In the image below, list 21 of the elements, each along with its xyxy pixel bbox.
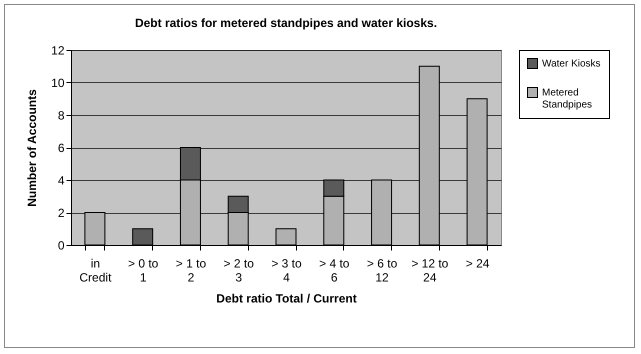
y-tick-label: 0 bbox=[58, 238, 65, 252]
x-tick-label: > 2 to 3 bbox=[224, 256, 254, 284]
x-tick-label: > 3 to 4 bbox=[271, 256, 302, 284]
x-tick-label: > 12 to 24 bbox=[411, 256, 449, 284]
y-tick-label: 4 bbox=[58, 174, 65, 188]
x-axis-title: Debt ratio Total / Current bbox=[216, 292, 357, 306]
y-tick-label: 12 bbox=[51, 44, 65, 58]
x-tick-label: > 6 to 12 bbox=[366, 256, 398, 284]
x-tick-label: > 4 to 6 bbox=[319, 256, 350, 284]
chart-title: Debt ratios for metered standpipes and water kiosks. bbox=[134, 16, 438, 30]
legend-label: Metered Standpipes bbox=[542, 88, 592, 110]
y-tick-label: 2 bbox=[58, 206, 65, 220]
y-tick-label: 6 bbox=[58, 141, 65, 155]
y-tick-label: 10 bbox=[51, 76, 65, 90]
y-tick-label: 8 bbox=[58, 108, 65, 122]
y-axis-title: Number of Accounts bbox=[25, 88, 40, 207]
legend-label: Water Kiosks bbox=[542, 58, 601, 70]
x-tick-label: in Credit bbox=[79, 256, 112, 284]
x-tick-label: > 24 bbox=[466, 256, 490, 270]
x-tick-label: > 0 to 1 bbox=[128, 256, 159, 284]
x-tick-label: > 1 to 2 bbox=[176, 256, 206, 284]
